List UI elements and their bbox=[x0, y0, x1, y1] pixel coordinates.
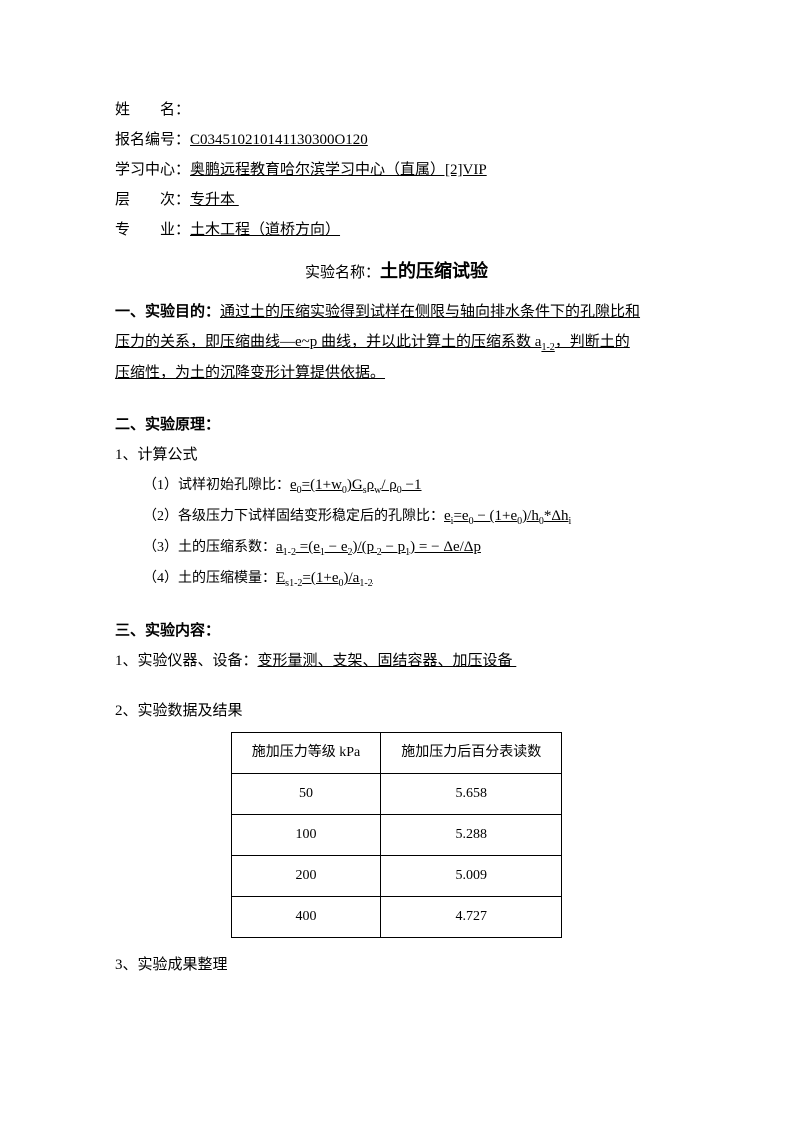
formula-1: （1）试样初始孔隙比：e0=(1+w0)Gsρw/ ρ0 −1 bbox=[115, 470, 678, 501]
section3-item3: 3、实验成果整理 bbox=[115, 950, 678, 980]
item1-value: 变形量测、支架、固结容器、加压设备 bbox=[258, 653, 517, 669]
formula4-label: （4）土的压缩模量： bbox=[143, 571, 276, 586]
section2-item1: 1、计算公式 bbox=[115, 440, 678, 470]
section1-text2-end: ，判断土的 bbox=[555, 334, 630, 350]
info-level: 层 次：专升本 bbox=[115, 185, 678, 215]
table-row: 100 5.288 bbox=[231, 815, 562, 856]
major-value: 土木工程（道桥方向） bbox=[190, 222, 340, 238]
level-value: 专升本 bbox=[190, 192, 239, 208]
table-row: 50 5.658 bbox=[231, 774, 562, 815]
info-center: 学习中心：奥鹏远程教育哈尔滨学习中心（直属）[2]VIP bbox=[115, 155, 678, 185]
table-cell: 5.009 bbox=[381, 856, 562, 897]
section2-heading: 二、实验原理： bbox=[115, 410, 678, 440]
table-cell: 400 bbox=[231, 897, 381, 938]
level-label: 层 次： bbox=[115, 192, 190, 208]
formula1: e0=(1+w0)Gsρw/ ρ0 −1 bbox=[290, 477, 422, 493]
formula1-label: （1）试样初始孔隙比： bbox=[143, 478, 290, 493]
section-purpose: 一、实验目的：通过土的压缩实验得到试样在侧限与轴向排水条件下的孔隙比和 压力的关… bbox=[115, 297, 678, 388]
info-name: 姓 名： bbox=[115, 95, 678, 125]
table-cell: 5.288 bbox=[381, 815, 562, 856]
center-label: 学习中心： bbox=[115, 162, 190, 178]
major-label: 专 业： bbox=[115, 222, 190, 238]
table-cell: 5.658 bbox=[381, 774, 562, 815]
id-value: C034510210141130300O120 bbox=[190, 132, 368, 148]
formula-4: （4）土的压缩模量：Es1-2=(1+e0)/a1-2 bbox=[115, 563, 678, 594]
info-id: 报名编号：C034510210141130300O120 bbox=[115, 125, 678, 155]
section3-item2: 2、实验数据及结果 bbox=[115, 696, 678, 726]
formula3: a1-2 =(e1 − e2)/(p 2 − p1) = − Δe/Δp bbox=[276, 539, 481, 555]
section1-text1: 通过土的压缩实验得到试样在侧限与轴向排水条件下的孔隙比和 bbox=[220, 304, 640, 320]
section1-text2: 压力的关系，即压缩曲线—e~p 曲线，并以此计算土的压缩系数 a bbox=[115, 334, 541, 350]
formula-2: （2）各级压力下试样固结变形稳定后的孔隙比：ei=e0 − (1+e0)/h0*… bbox=[115, 501, 678, 532]
table-header-1: 施加压力等级 kPa bbox=[231, 733, 381, 774]
info-major: 专 业：土木工程（道桥方向） bbox=[115, 215, 678, 245]
table-cell: 100 bbox=[231, 815, 381, 856]
section3-item1: 1、实验仪器、设备：变形量测、支架、固结容器、加压设备 bbox=[115, 646, 678, 676]
formula-3: （3）土的压缩系数：a1-2 =(e1 − e2)/(p 2 − p1) = −… bbox=[115, 532, 678, 563]
id-label: 报名编号： bbox=[115, 132, 190, 148]
data-table: 施加压力等级 kPa 施加压力后百分表读数 50 5.658 100 5.288… bbox=[231, 732, 563, 938]
table-header-row: 施加压力等级 kPa 施加压力后百分表读数 bbox=[231, 733, 562, 774]
section1-heading: 一、实验目的： bbox=[115, 304, 220, 320]
center-value: 奥鹏远程教育哈尔滨学习中心（直属）[2]VIP bbox=[190, 162, 487, 178]
name-label: 姓 名： bbox=[115, 102, 190, 118]
formula3-label: （3）土的压缩系数： bbox=[143, 540, 276, 555]
formula2-label: （2）各级压力下试样固结变形稳定后的孔隙比： bbox=[143, 509, 444, 524]
table-header-2: 施加压力后百分表读数 bbox=[381, 733, 562, 774]
title-prefix: 实验名称： bbox=[305, 265, 380, 281]
item1-label: 1、实验仪器、设备： bbox=[115, 653, 258, 669]
table-row: 200 5.009 bbox=[231, 856, 562, 897]
formula2: ei=e0 − (1+e0)/h0*Δhi bbox=[444, 508, 571, 524]
table-row: 400 4.727 bbox=[231, 897, 562, 938]
experiment-title: 实验名称：土的压缩试验 bbox=[115, 253, 678, 289]
section1-line3: 压缩性，为土的沉降变形计算提供依据。 bbox=[115, 358, 678, 388]
table-cell: 50 bbox=[231, 774, 381, 815]
section1-line2: 压力的关系，即压缩曲线—e~p 曲线，并以此计算土的压缩系数 a1-2，判断土的 bbox=[115, 327, 678, 358]
table-cell: 200 bbox=[231, 856, 381, 897]
formula4: Es1-2=(1+e0)/a1-2 bbox=[276, 570, 373, 586]
section3-heading: 三、实验内容： bbox=[115, 616, 678, 646]
title-main: 土的压缩试验 bbox=[380, 261, 488, 281]
section1-text2-sub: 1-2 bbox=[541, 342, 554, 353]
table-cell: 4.727 bbox=[381, 897, 562, 938]
section1-text3: 压缩性，为土的沉降变形计算提供依据。 bbox=[115, 365, 385, 381]
